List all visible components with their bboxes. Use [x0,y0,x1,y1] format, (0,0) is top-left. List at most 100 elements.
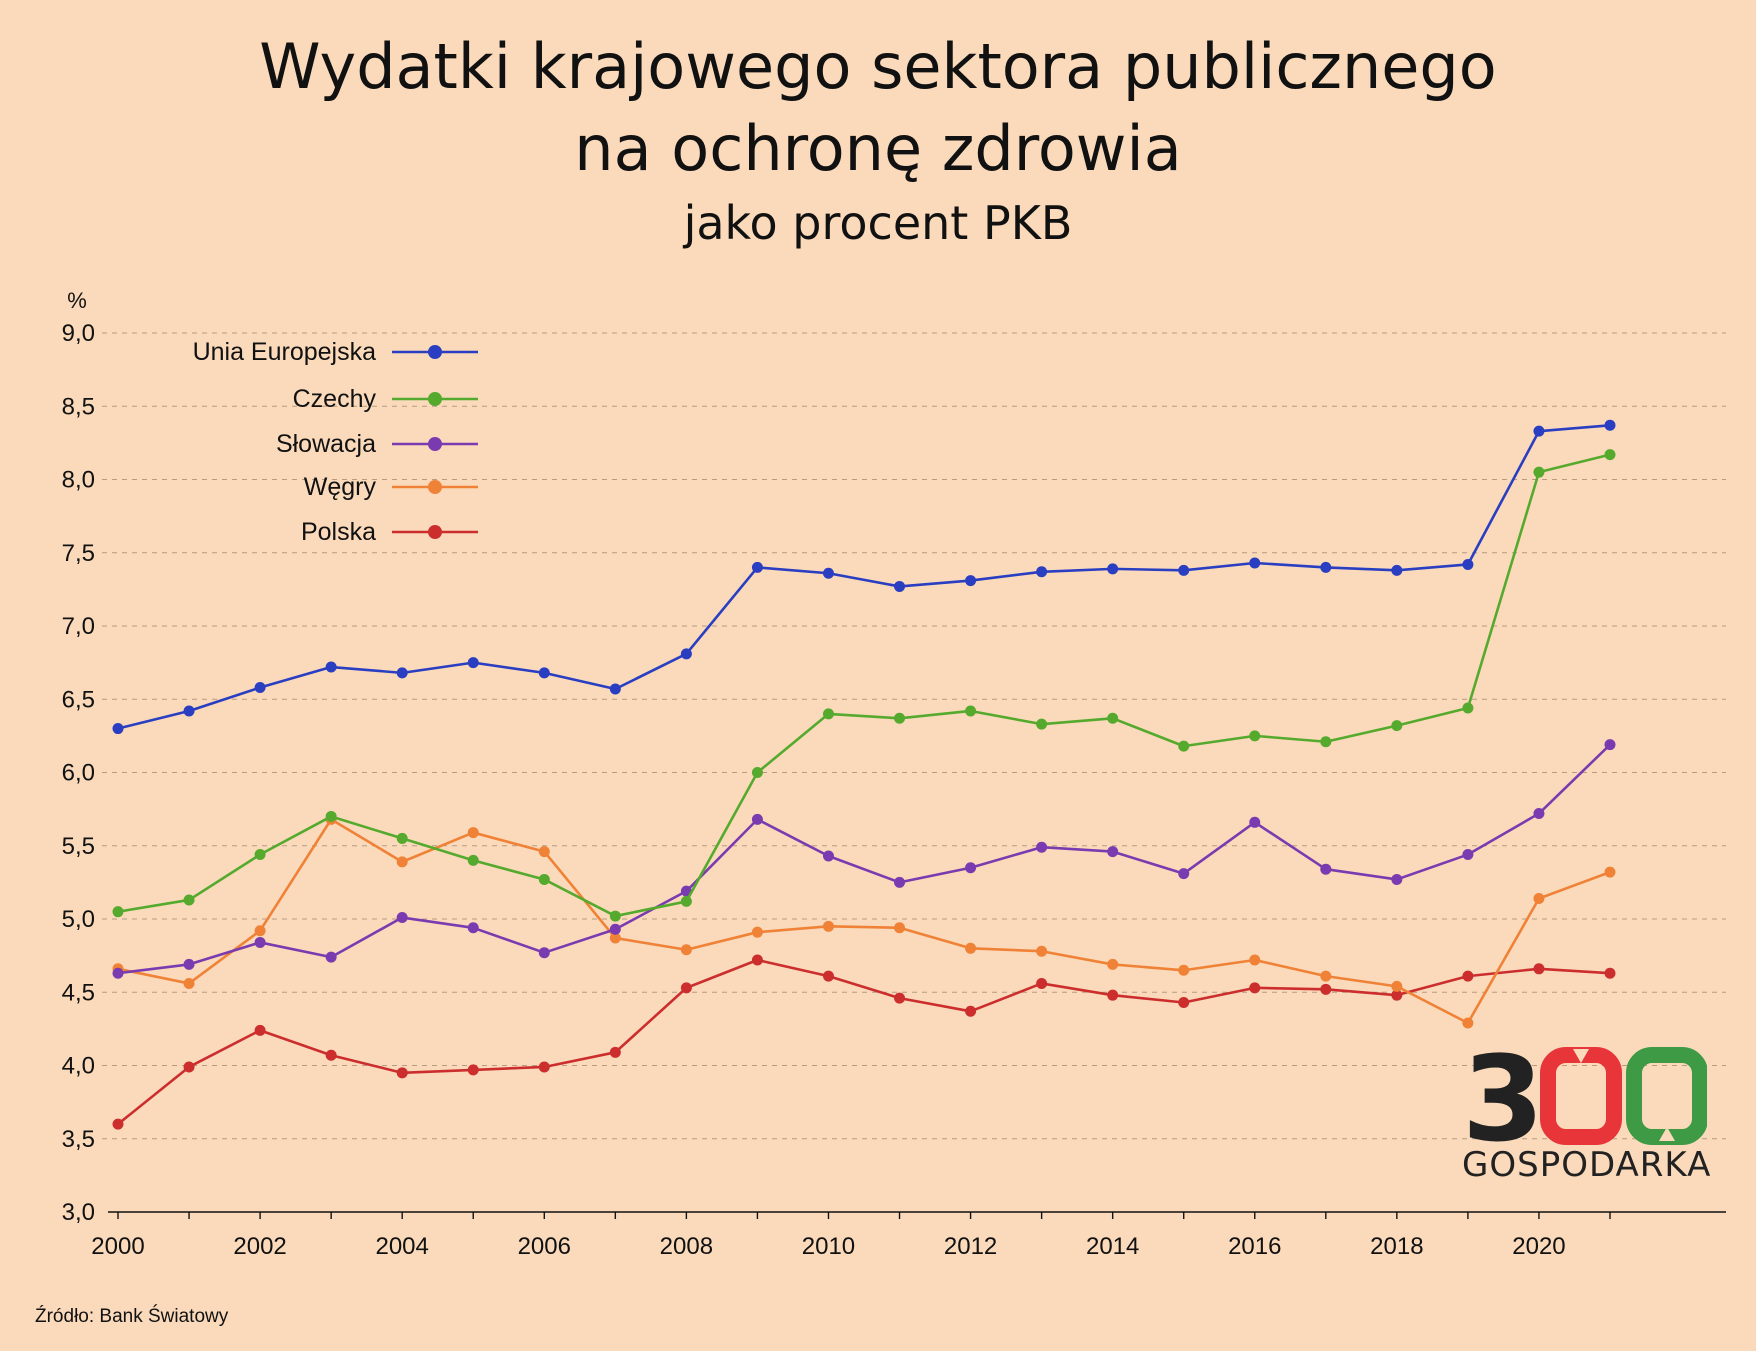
data-point [396,856,408,868]
data-point [751,561,763,573]
data-point [538,873,550,885]
data-point [396,832,408,844]
data-point [680,895,692,907]
data-point [1533,466,1545,478]
series-line [117,423,1611,730]
data-point [112,723,124,735]
x-tick-label: 2008 [660,1233,713,1260]
y-tick-label: 4,5 [62,979,95,1006]
data-point [254,682,266,694]
data-point [183,958,195,970]
series-0 [112,419,1616,735]
data-point [1462,970,1474,982]
y-tick-label: 9,0 [62,320,95,347]
data-point [1036,718,1048,730]
y-tick-label: 7,5 [62,540,95,567]
data-point [467,854,479,866]
x-tick-label: 2020 [1512,1233,1565,1260]
y-tick-label: 3,0 [62,1199,95,1226]
data-point [1036,945,1048,957]
data-point [1178,740,1190,752]
legend-label: Słowacja [276,430,376,458]
y-tick-label: 8,5 [62,393,95,420]
data-point [965,575,977,587]
data-point [254,1024,266,1036]
data-point [1107,712,1119,724]
data-point [1320,561,1332,573]
series-line [117,743,1611,975]
x-tick-label: 2018 [1370,1233,1423,1260]
data-point [1107,846,1119,858]
series-3 [112,813,1616,1029]
data-point [894,876,906,888]
data-point [1533,963,1545,975]
y-tick-label: 8,0 [62,467,95,494]
data-point [1391,873,1403,885]
y-axis-label: % [67,288,87,313]
data-point [822,708,834,720]
data-point [1604,449,1616,461]
data-point [609,683,621,695]
data-point [1178,564,1190,576]
data-point [1533,808,1545,820]
data-point [1320,983,1332,995]
x-axis: 2000 2002 2004 2006 2008 2010 2012 2014 2016 2018… [91,1211,1726,1260]
data-point [751,813,763,825]
legend-label: Węgry [304,473,377,501]
data-point [751,767,763,778]
data-point [467,827,479,839]
data-point [894,712,906,724]
data-point [965,862,977,874]
data-point [396,667,408,679]
data-point [1249,557,1261,569]
data-point [1178,964,1190,976]
chart-subtitle: jako procent PKB [683,196,1073,250]
data-point [965,942,977,954]
data-point [1604,866,1616,878]
logo-300-gospodarka: 3 GOSPODARKA [1462,1030,1710,1185]
data-point [822,567,834,579]
data-point [822,850,834,862]
data-point [254,849,266,861]
data-point [1320,970,1332,982]
data-point [1036,977,1048,989]
legend-marker [428,392,442,406]
data-point [467,1064,479,1076]
data-point [609,923,621,935]
chart-title-line1: Wydatki krajowego sektora publicznego [259,30,1497,103]
x-tick-label: 2012 [944,1233,997,1260]
data-point [1178,997,1190,1009]
data-point [1107,563,1119,575]
data-point [822,970,834,982]
data-point [822,920,834,932]
data-point [1462,702,1474,714]
legend-marker [428,437,442,451]
data-point [1533,892,1545,904]
legend-label: Polska [301,518,376,546]
data-point [1391,980,1403,992]
data-point [1249,816,1261,828]
x-tick-label: 2002 [233,1233,286,1260]
data-point [680,944,692,956]
series-line [117,453,1611,918]
y-tick-label: 5,0 [62,906,95,933]
series-line [117,818,1611,1025]
y-tick-label: 3,5 [62,1126,95,1153]
x-tick-label: 2010 [802,1233,855,1260]
y-axis-ticks: 3,0 3,5 4,0 4,5 5,0 5,5 6,0 6,5 7,0 7,5 8,0 8,5 9,0 [62,320,95,1226]
source-note: Źródło: Bank Światowy [35,1306,229,1327]
data-point [1391,564,1403,576]
data-point [325,1049,337,1061]
data-point [1320,736,1332,748]
data-point [1107,989,1119,1001]
data-point [894,580,906,592]
data-point [325,810,337,822]
data-point [1462,849,1474,861]
data-point [112,1118,124,1130]
chart-title-line2: na ochronę zdrowia [574,112,1182,185]
logo-notch-green [1659,1127,1675,1141]
data-point [1462,1017,1474,1029]
y-tick-label: 6,0 [62,760,95,787]
data-point [1107,958,1119,970]
legend: Unia Europejska Czechy Słowacja Węgry Polska [193,338,478,546]
